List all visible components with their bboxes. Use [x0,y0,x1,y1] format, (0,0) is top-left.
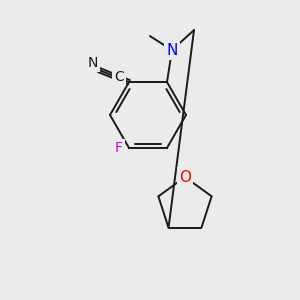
Text: F: F [115,141,123,155]
Text: C: C [114,70,124,84]
Text: O: O [179,169,191,184]
Text: N: N [88,56,98,70]
Text: N: N [166,43,178,58]
